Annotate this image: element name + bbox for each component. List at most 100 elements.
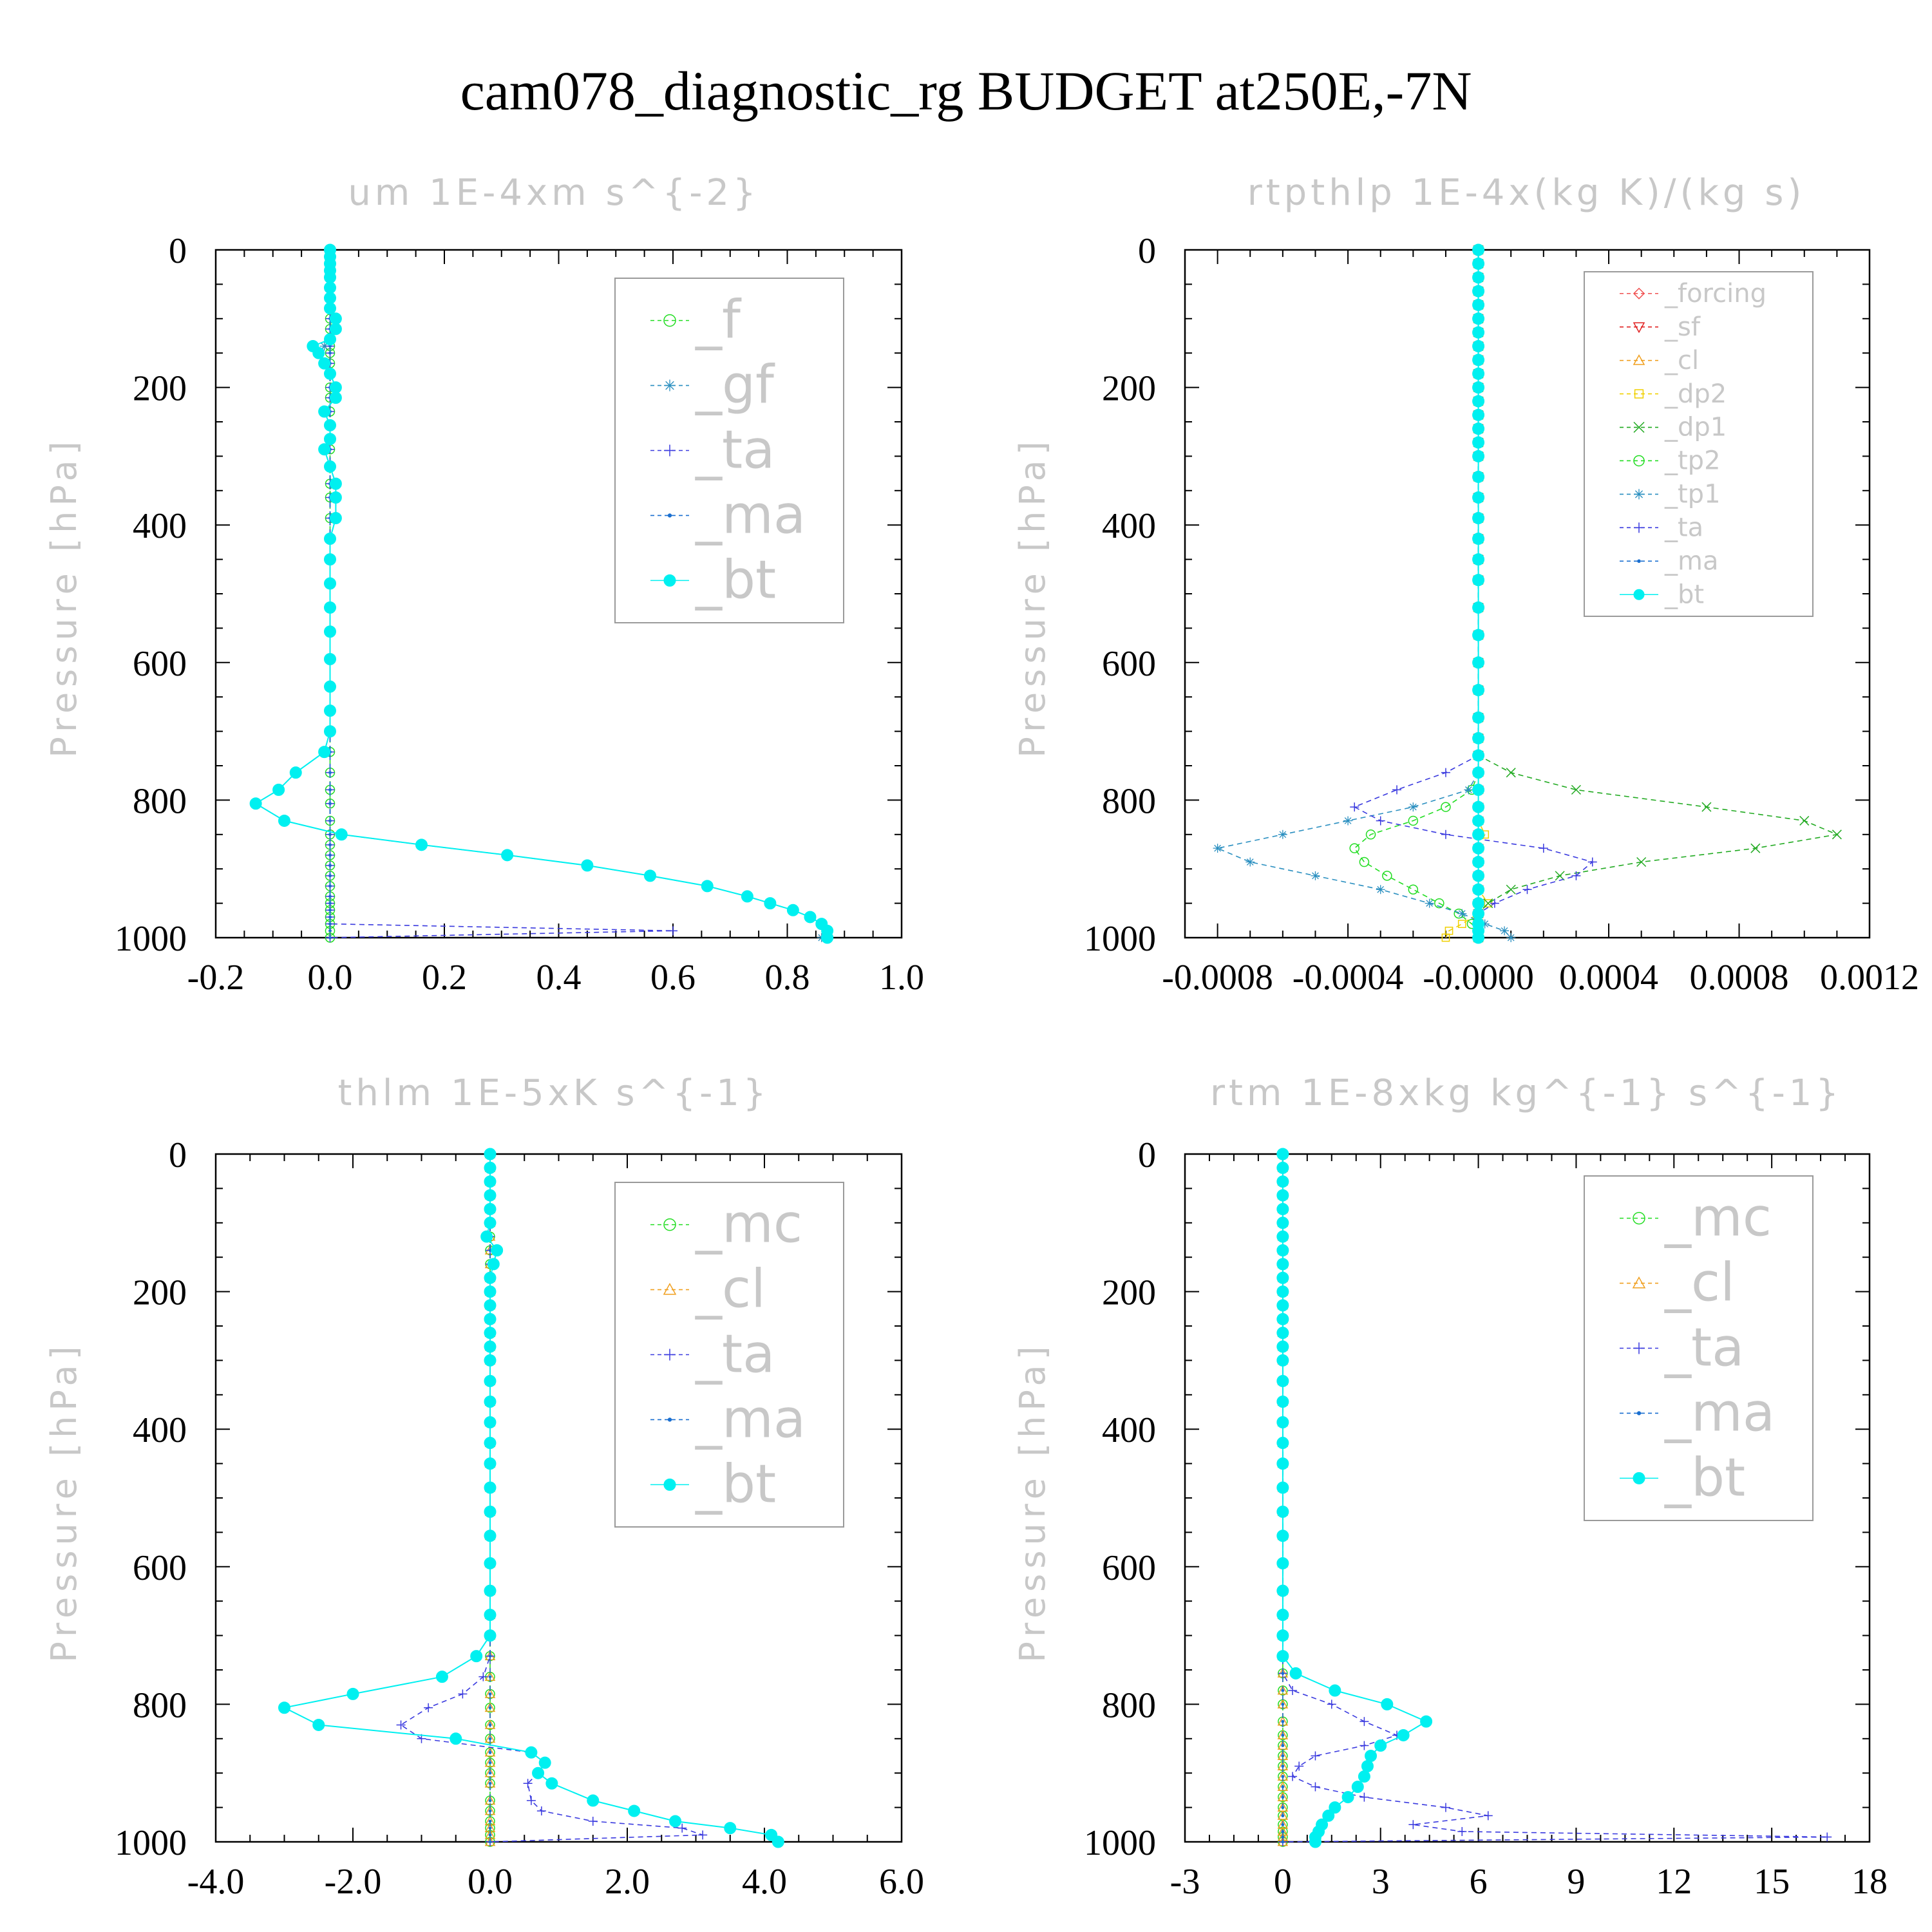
legend-swatch-marker [1636,1411,1642,1416]
point-bt [484,1437,497,1450]
point-ta [1522,885,1532,895]
point-bt [278,814,290,827]
point-bt [1374,1739,1387,1752]
x-tick-label: -3 [1170,1862,1200,1902]
point-bt [1472,842,1485,855]
panel-title: rtpthlp 1E-4x(kg K)/(kg s) [1247,172,1806,214]
point-bt [480,1230,493,1243]
point-bt [289,766,302,779]
y-tick-label: 200 [1102,369,1156,409]
point-ta [478,1672,488,1681]
point-ta [424,1703,433,1712]
point-bt [324,419,336,431]
point-bt [324,625,336,638]
point-bt [1472,395,1485,408]
point-cl [1277,1729,1289,1739]
legend-swatch-marker [1633,354,1645,365]
y-tick-label: 400 [133,1410,187,1450]
legend-label: _cl [695,1259,766,1320]
point-tp1 [1464,785,1473,795]
point-bt [581,859,594,872]
point-ma [1281,1840,1285,1844]
point-bt [1472,243,1485,256]
point-ta [1587,857,1597,867]
data-marks [249,243,834,944]
legend-swatch-marker [1634,389,1644,399]
x-tick-label: 0.6 [650,958,696,998]
panel-title: um 1E-4xm s^{-2} [348,172,759,214]
point-bt [1472,907,1485,920]
y-tick-label: 0 [1138,231,1156,271]
point-bt [1329,1801,1341,1814]
x-tick-label: 9 [1567,1862,1585,1902]
point-bt [1276,1437,1289,1450]
point-bt [318,443,331,456]
point-bt [1472,408,1485,421]
point-ma [328,922,332,926]
legend-swatch-marker [664,444,676,457]
point-ta [1483,1811,1493,1821]
point-bt [532,1766,545,1779]
point-ta [1311,1782,1320,1792]
point-bt [1472,491,1485,504]
point-ma [328,895,332,898]
point-ma [488,1840,492,1844]
point-ta [1539,844,1548,853]
legend-swatch-marker [1633,1342,1645,1354]
point-bt [450,1732,462,1745]
legend-label: _bt [1664,580,1704,609]
point-bt [1420,1715,1433,1728]
point-tp2 [1382,871,1392,881]
point-ta [523,1779,533,1788]
point-tp2 [1441,802,1451,812]
legend-label: _ta [695,1324,775,1385]
point-bt [484,1299,497,1312]
point-ta [588,1816,598,1826]
point-bt [1276,1230,1289,1243]
point-tp1 [1480,919,1490,929]
point-bt [1472,711,1485,724]
point-ta [1823,1832,1832,1842]
point-tp2 [1349,843,1359,853]
point-bt [484,1202,497,1215]
panel-thlm: thlm 1E-5xK s^{-1} Pressure [hPa] -4.0 -2… [44,1072,924,1902]
point-bt [1472,298,1485,311]
point-ta [1311,1751,1320,1761]
point-bt [1472,856,1485,869]
point-ta [396,1720,406,1730]
y-tick-label: 0 [1138,1135,1156,1175]
y-tick-label: 800 [1102,1685,1156,1725]
point-bt [587,1794,600,1807]
y-tick-label: 600 [1102,644,1156,684]
point-ta [668,926,677,936]
legend-swatch-marker [663,1478,676,1491]
point-ma [328,351,332,355]
legend-swatch-marker [1637,559,1641,564]
point-bt [324,281,336,294]
point-bt [1472,533,1485,545]
point-ma [328,788,332,791]
point-bt [312,346,325,359]
legend-label: _gf [695,355,775,416]
y-axis-label: Pressure [hPa] [44,1341,84,1662]
point-ma [488,1654,492,1658]
point-ta [458,1689,468,1699]
point-ma [488,1833,492,1837]
point-cl [1277,1819,1289,1829]
panel-title: rtm 1E-8xkg kg^{-1} s^{-1} [1210,1072,1842,1114]
point-bt [804,911,817,923]
legend-label: _ta [1664,1318,1744,1379]
point-bt [484,1148,497,1160]
point-ta [1441,829,1450,839]
point-tp1 [1457,909,1467,918]
point-bt [1276,1374,1289,1387]
x-tick-label: 6 [1470,1862,1488,1902]
axis-ticks: -4.0 -2.0 0.0 2.0 4.0 6.0 0 200 400 600 800 1000 [115,1135,924,1902]
point-bt [1472,883,1485,896]
point-bt [318,405,331,418]
point-bt [470,1650,483,1663]
point-bt [484,1312,497,1325]
legend-swatch-marker [1634,522,1644,533]
point-bt [484,1557,497,1569]
legend-label: _ma [695,1389,806,1450]
